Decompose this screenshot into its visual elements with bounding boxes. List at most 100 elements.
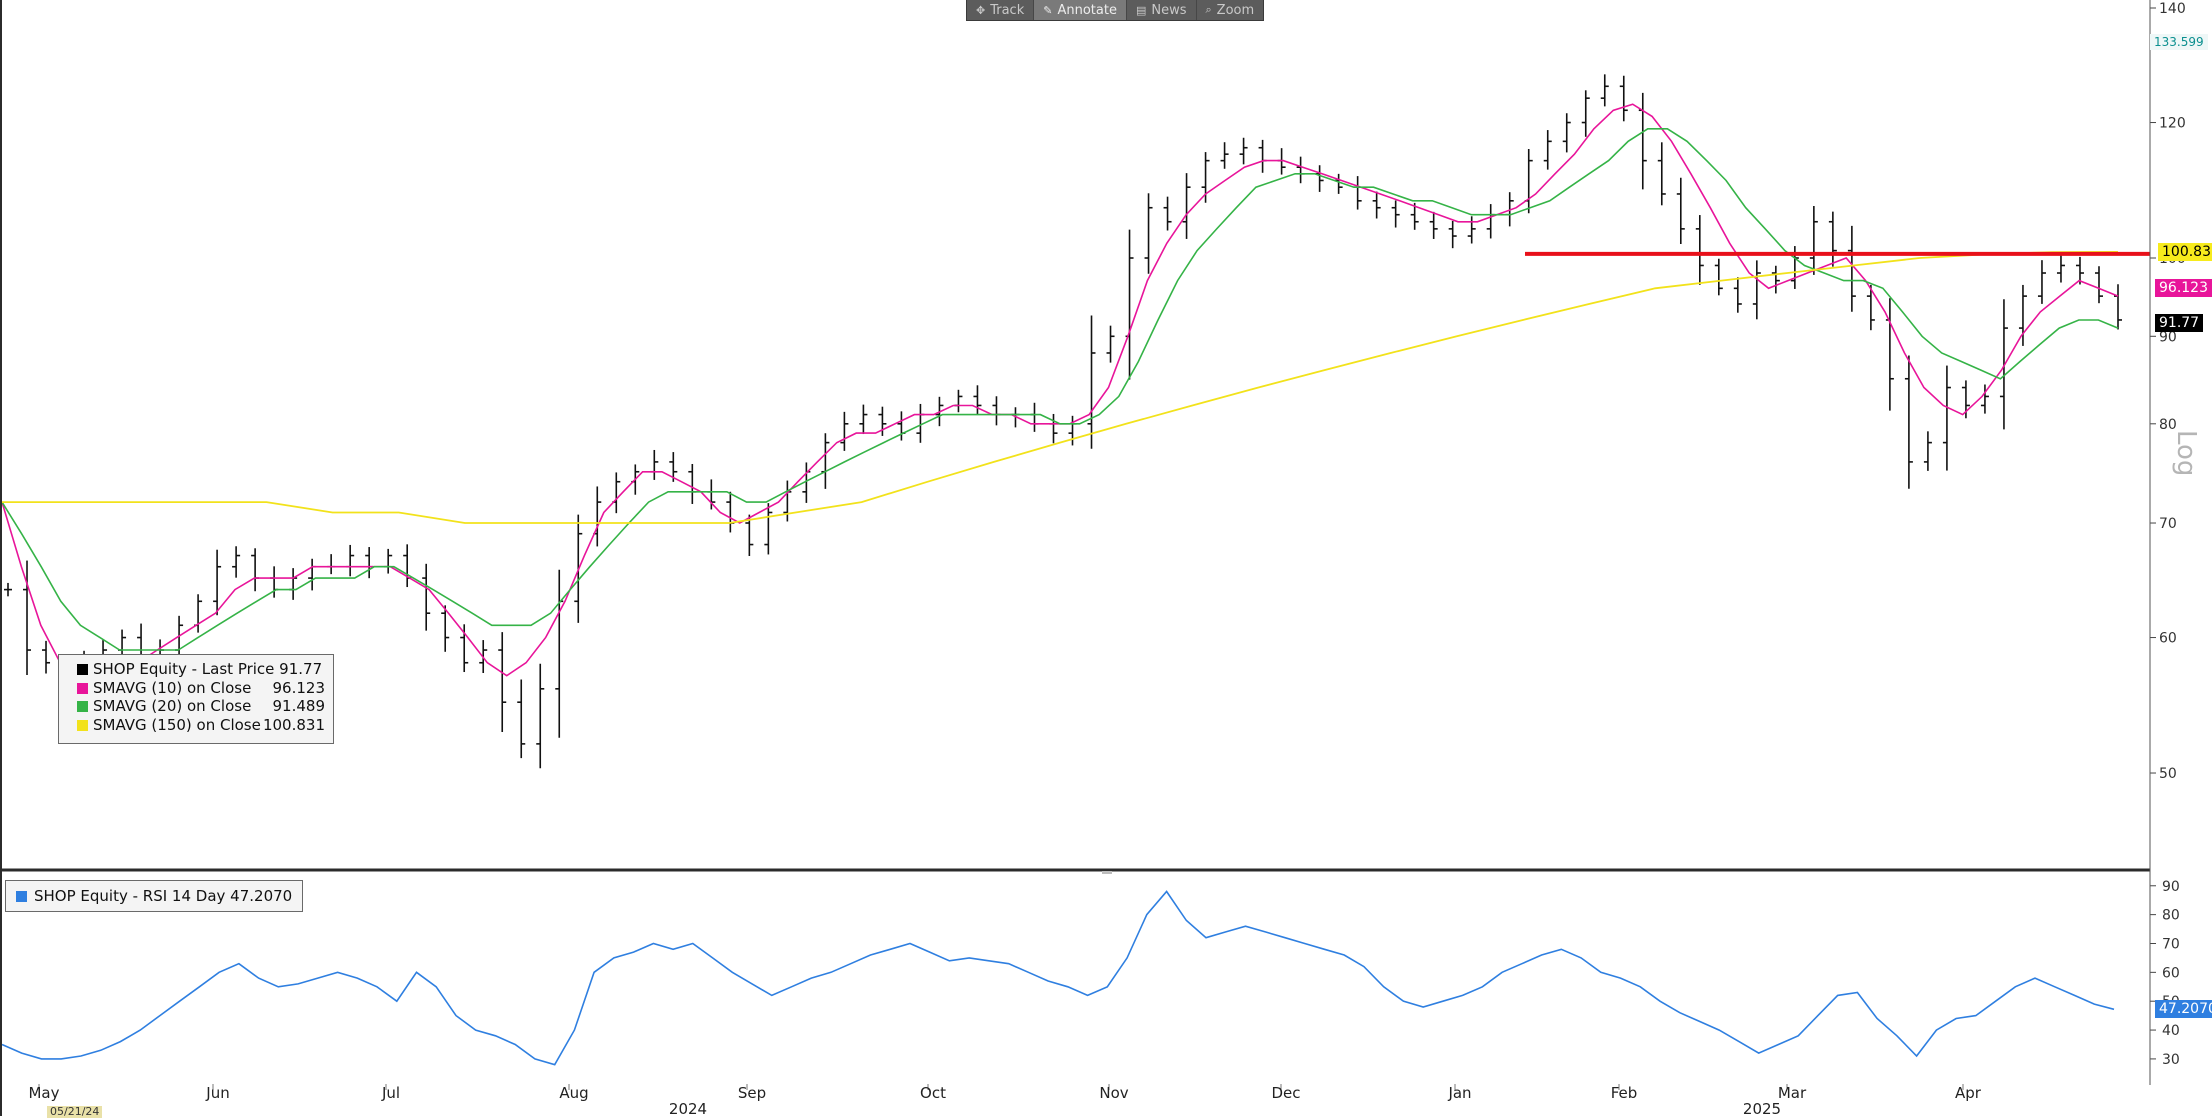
ohlc-bar xyxy=(289,568,298,600)
legend-row-sma10: SMAVG (10) on Close 96.123 xyxy=(59,679,333,698)
legend-value: 91.489 xyxy=(272,697,326,715)
zoom-button[interactable]: ⌕ Zoom xyxy=(1197,0,1264,20)
month-label: Oct xyxy=(920,1084,946,1102)
ohlc-bar xyxy=(593,486,602,547)
ohlc-bar xyxy=(1619,75,1628,122)
price-panel[interactable]: 5060708090100120140 xyxy=(1,1,2186,782)
rsi-tick-label: 30 xyxy=(2162,1052,2180,1068)
ohlc-bar xyxy=(517,679,526,759)
ohlc-bar xyxy=(1429,211,1438,239)
track-label: Track xyxy=(990,2,1025,18)
ohlc-bar xyxy=(1581,90,1590,137)
ohlc-bar xyxy=(2114,284,2122,330)
ohlc-bar xyxy=(1638,92,1647,190)
year-label: 2025 xyxy=(1743,1100,1781,1116)
legend-swatch xyxy=(77,701,88,712)
news-label: News xyxy=(1151,2,1187,18)
ohlc-bar xyxy=(536,663,545,769)
ohlc-bar xyxy=(1828,211,1837,267)
ohlc-bar xyxy=(2056,254,2065,283)
ohlc-bar xyxy=(1714,258,1723,296)
ohlc-bar xyxy=(213,549,222,616)
month-label: May xyxy=(28,1084,59,1102)
price-tick-label: 140 xyxy=(2159,1,2186,17)
sma-line-2 xyxy=(1,128,2119,651)
ohlc-bar xyxy=(1524,149,1533,214)
legend-row-sma20: SMAVG (20) on Close 91.489 xyxy=(59,697,333,716)
news-button[interactable]: ▤ News xyxy=(1127,0,1197,20)
ohlc-bar xyxy=(4,582,12,597)
month-label: Sep xyxy=(738,1084,766,1102)
ohlc-bar xyxy=(1144,193,1153,274)
ohlc-bar xyxy=(403,544,412,588)
rsi-legend[interactable]: SHOP Equity - RSI 14 Day 47.2070 xyxy=(5,880,304,912)
month-label: Jun xyxy=(205,1084,229,1102)
ohlc-bar xyxy=(2094,266,2103,304)
ohlc-bar xyxy=(992,396,1001,426)
rsi-panel[interactable]: 30405060708090 xyxy=(1,879,2180,1068)
ohlc-bar xyxy=(460,624,469,673)
price-tick-label: 80 xyxy=(2159,417,2177,433)
ohlc-bar xyxy=(764,503,773,555)
legend-swatch xyxy=(77,719,88,731)
annotate-button[interactable]: ✎ Annotate xyxy=(1034,0,1127,20)
legend-label: SMAVG (150) on Close xyxy=(93,715,261,734)
ohlc-bar xyxy=(1239,137,1248,165)
month-label: Nov xyxy=(1099,1084,1128,1102)
ohlc-bar xyxy=(1315,165,1324,192)
price-tick-label: 90 xyxy=(2159,329,2177,345)
crosshair-icon: ✥ xyxy=(976,3,986,17)
price-legend[interactable]: SHOP Equity - Last Price 91.77 SMAVG (10… xyxy=(58,654,334,744)
ohlc-bar xyxy=(346,544,355,577)
rsi-tick-label: 60 xyxy=(2162,965,2180,981)
ohlc-bar xyxy=(1125,229,1134,380)
price-axis: 5060708090100120140 xyxy=(2150,1,2186,782)
ohlc-bar xyxy=(1467,216,1476,244)
sma-line-3 xyxy=(2,250,2119,524)
legend-row-sma150: SMAVG (150) on Close 100.831 xyxy=(59,716,333,735)
annotate-label: Annotate xyxy=(1057,2,1117,18)
legend-label: SHOP Equity - Last Price 91.77 xyxy=(93,660,323,678)
ohlc-bar xyxy=(1486,204,1495,239)
ohlc-bar xyxy=(384,548,393,574)
panel-resize-handle xyxy=(1102,871,1112,874)
price-tick-label: 70 xyxy=(2159,516,2177,532)
price-tag-last: 91.77 xyxy=(2155,314,2204,332)
ohlc-bar xyxy=(327,554,336,575)
track-button[interactable]: ✥ Track xyxy=(967,0,1035,20)
ohlc-bar xyxy=(2018,284,2027,346)
legend-value: 100.831 xyxy=(262,715,325,734)
ohlc-bar xyxy=(688,463,697,504)
ohlc-bar xyxy=(1163,196,1172,231)
ohlc-bar xyxy=(498,632,507,732)
ohlc-bar xyxy=(821,433,830,489)
legend-swatch xyxy=(77,664,88,675)
ohlc-bar xyxy=(1695,215,1704,285)
ohlc-bar xyxy=(441,605,450,652)
ohlc-bar xyxy=(878,406,887,436)
ohlc-bar xyxy=(1030,402,1039,432)
ohlc-bar xyxy=(1809,205,1818,275)
magnifier-icon: ⌕ xyxy=(1205,3,1212,16)
ohlc-bar xyxy=(1049,413,1058,444)
month-label: Dec xyxy=(1271,1084,1300,1102)
ohlc-bar xyxy=(1562,113,1571,153)
ohlc-bar xyxy=(954,389,963,413)
rsi-tick-label: 70 xyxy=(2162,936,2180,952)
rsi-tick-label: 80 xyxy=(2162,908,2180,924)
month-label: Jan xyxy=(1447,1084,1471,1102)
ohlc-bar xyxy=(232,546,241,578)
ohlc-bar xyxy=(1866,284,1875,331)
ohlc-bar xyxy=(1391,200,1400,228)
ohlc-bar xyxy=(422,563,431,631)
panel-frame xyxy=(0,0,2151,1116)
rsi-tick-label: 40 xyxy=(2162,1023,2180,1039)
ohlc-bar xyxy=(783,480,792,522)
ohlc-bar xyxy=(1543,130,1552,170)
legend-row-last-price: SHOP Equity - Last Price 91.77 xyxy=(59,660,333,679)
ohlc-bar xyxy=(1087,315,1096,449)
month-label: Aug xyxy=(559,1084,588,1102)
month-label: Apr xyxy=(1955,1084,1982,1102)
price-tick-label: 50 xyxy=(2159,766,2177,782)
